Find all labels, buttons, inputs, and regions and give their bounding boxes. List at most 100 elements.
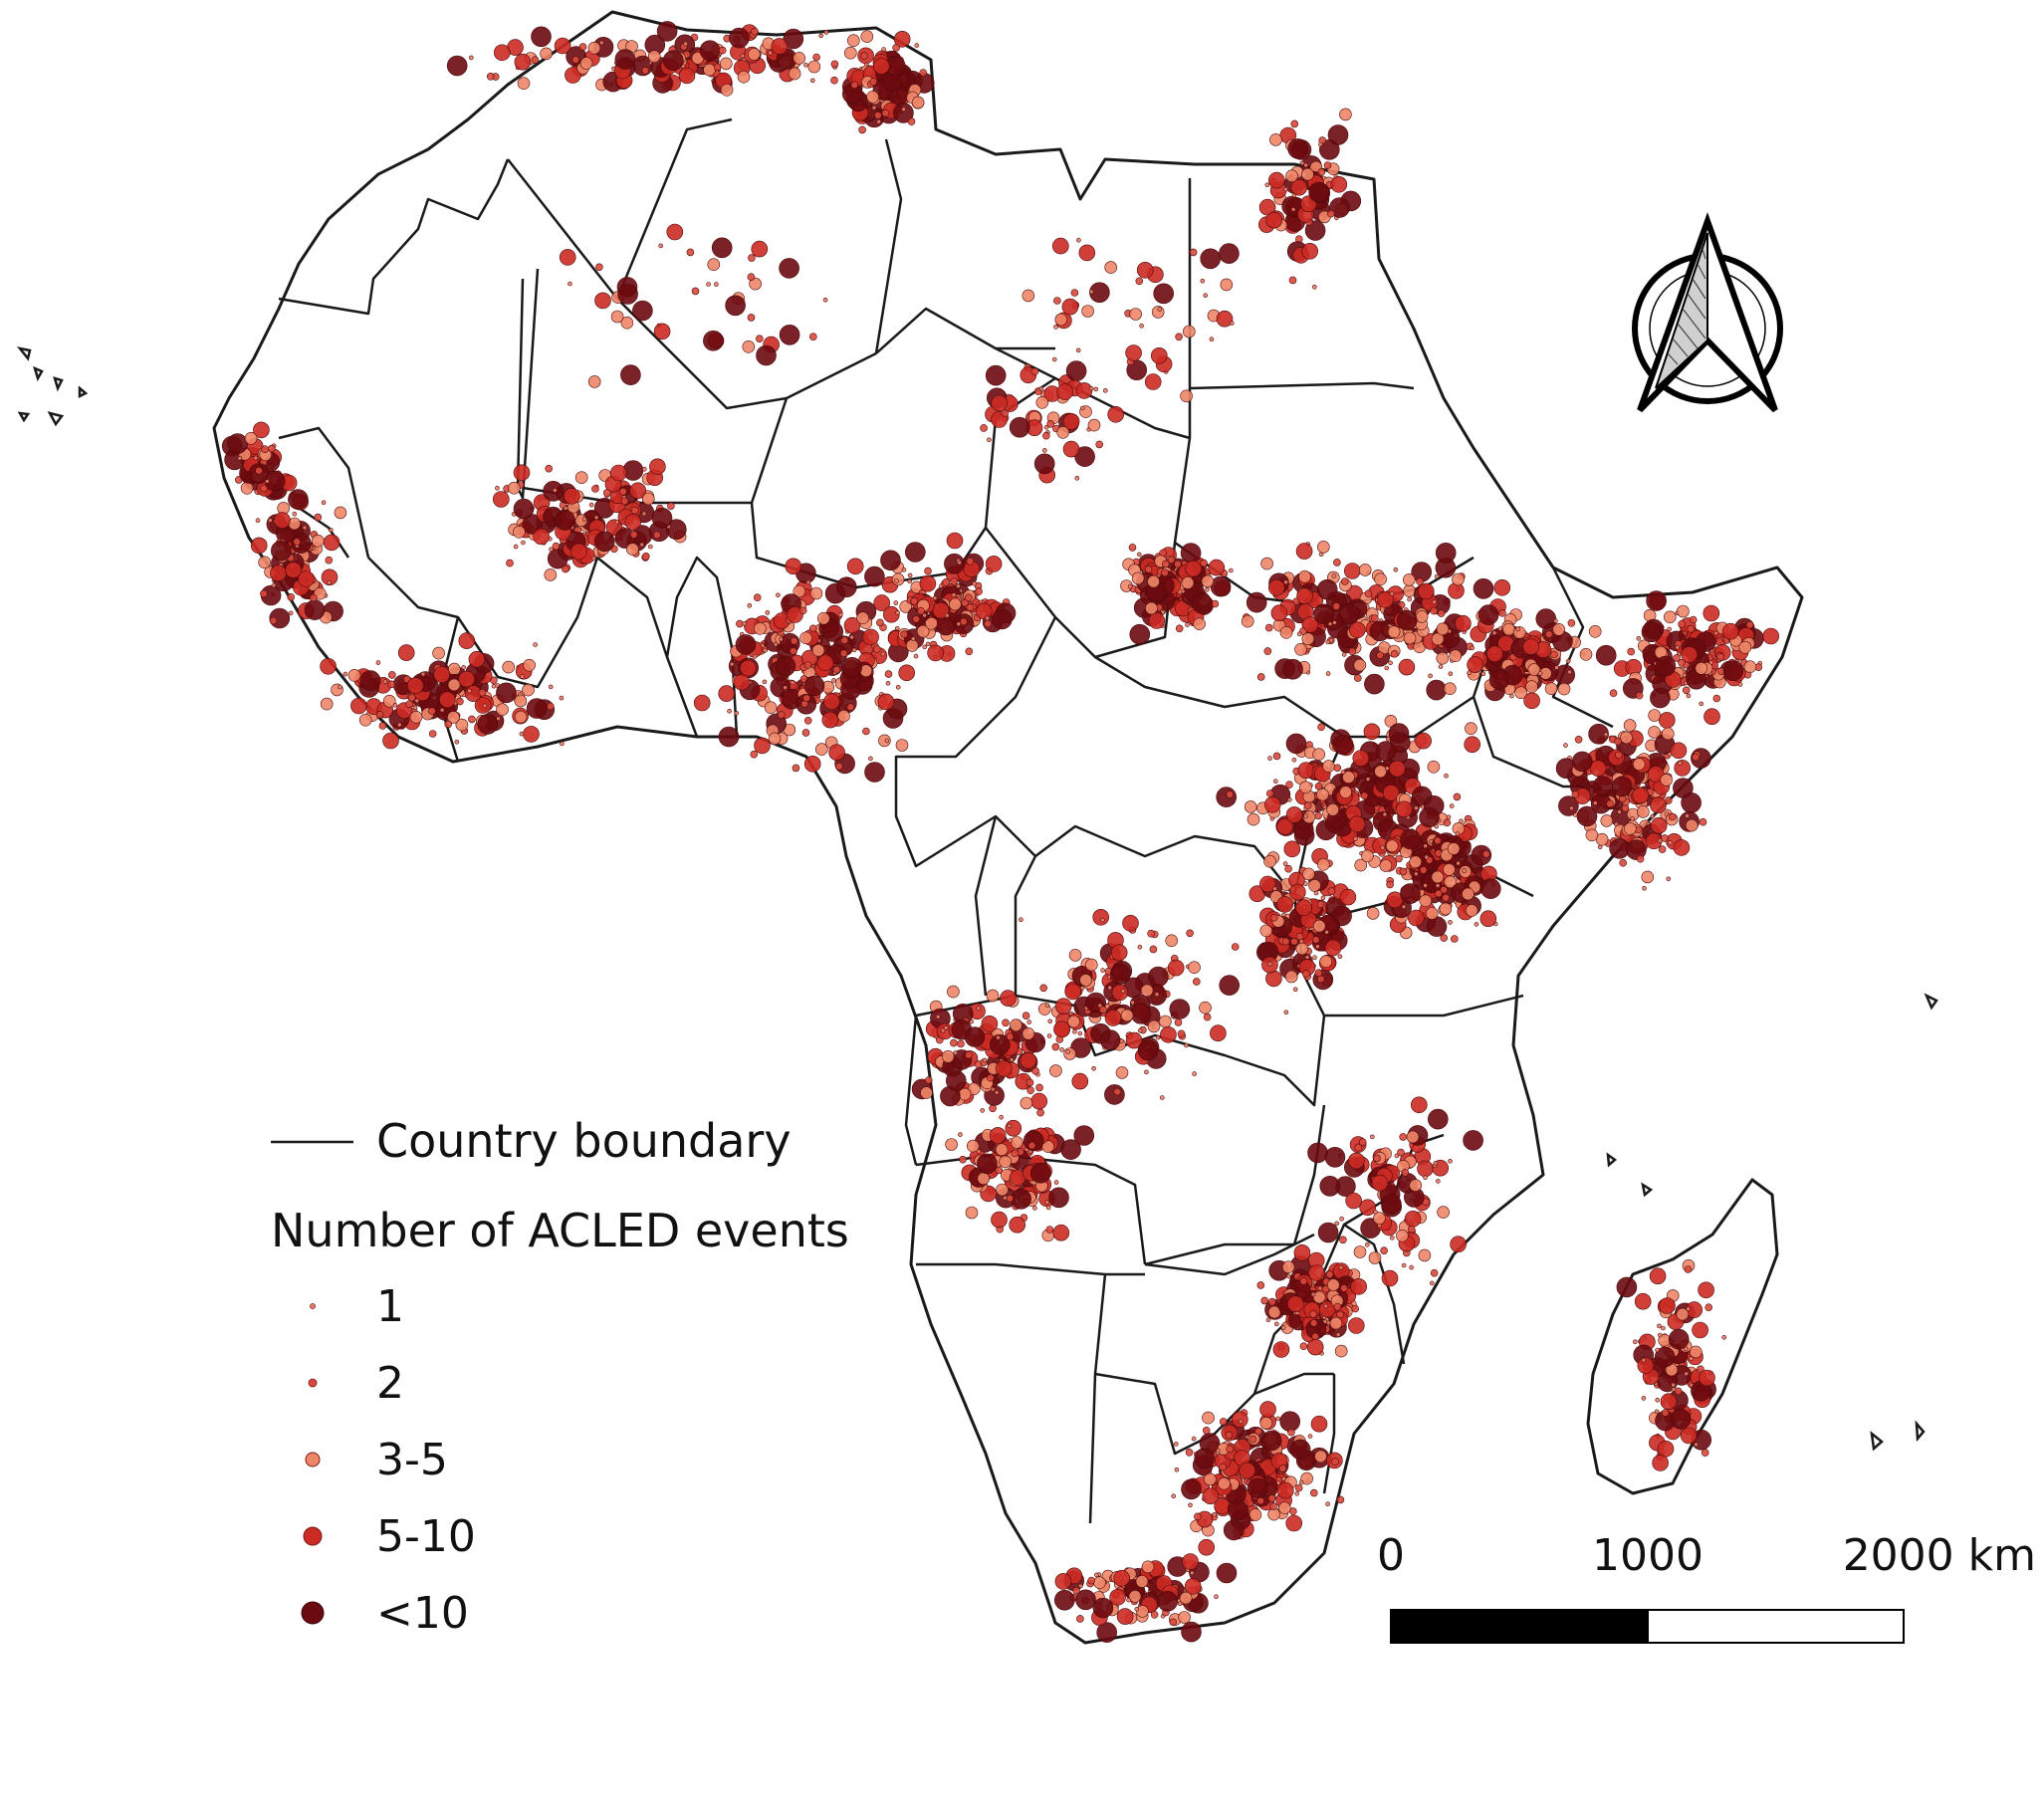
event-dot	[288, 489, 309, 510]
event-dot	[905, 639, 919, 652]
event-dot	[976, 1006, 982, 1012]
event-dot	[513, 498, 535, 520]
event-dot	[1275, 1416, 1280, 1422]
event-dot	[456, 697, 464, 706]
event-dot	[446, 55, 468, 77]
event-dot	[1268, 171, 1285, 189]
event-dot	[1129, 623, 1151, 645]
event-dot	[563, 487, 580, 505]
event-dot	[609, 464, 627, 482]
event-dot	[1153, 283, 1174, 305]
event-dot	[552, 542, 561, 551]
event-dot	[1303, 881, 1308, 887]
event-dot	[1448, 671, 1454, 677]
event-dot	[1314, 969, 1323, 978]
event-dot	[1623, 719, 1637, 732]
event-dot	[1072, 1586, 1080, 1595]
event-dot	[1667, 752, 1673, 757]
event-dot	[467, 688, 472, 694]
event-dot	[1137, 944, 1143, 950]
event-dot	[982, 1057, 988, 1063]
event-dot	[961, 598, 969, 607]
event-dot	[753, 621, 767, 635]
event-dot	[1406, 1130, 1420, 1144]
event-dot	[1658, 845, 1667, 853]
event-dot	[1418, 582, 1435, 600]
event-dot	[420, 671, 426, 677]
event-dot	[907, 572, 913, 578]
event-dot	[1447, 842, 1461, 855]
event-dot	[1471, 844, 1492, 866]
event-dot	[950, 577, 958, 585]
event-dot	[1415, 732, 1432, 750]
event-dot	[478, 688, 487, 697]
event-dot	[1332, 734, 1354, 756]
event-dot	[1022, 1027, 1035, 1040]
event-dot	[1294, 1483, 1303, 1492]
event-dot	[507, 481, 521, 495]
event-dot	[327, 579, 332, 585]
event-dot	[1298, 939, 1304, 944]
event-dot	[1553, 618, 1558, 624]
event-dot	[1670, 742, 1688, 760]
event-dot	[1241, 614, 1254, 628]
event-dot	[1056, 425, 1069, 439]
event-dot	[1295, 942, 1309, 956]
event-dot	[989, 1127, 1007, 1144]
event-dot	[919, 69, 928, 77]
event-dot	[255, 466, 263, 475]
event-dot	[1317, 1285, 1323, 1291]
event-dot	[1307, 1142, 1328, 1164]
event-dot	[1399, 867, 1408, 876]
event-dot	[1325, 671, 1331, 676]
event-dot	[1388, 660, 1393, 666]
event-dot	[1450, 1236, 1467, 1252]
event-dot	[1545, 630, 1553, 638]
event-dot	[1430, 1268, 1439, 1277]
event-dot	[912, 615, 921, 623]
event-dot	[1227, 1499, 1249, 1520]
event-dot	[1324, 939, 1342, 957]
event-dot	[1180, 588, 1186, 594]
event-dot	[1110, 963, 1131, 985]
event-dot	[1047, 1018, 1052, 1024]
event-dot	[1174, 1018, 1183, 1026]
event-dot	[1359, 1199, 1376, 1217]
event-dot	[1488, 669, 1510, 690]
event-dot	[1336, 1495, 1345, 1504]
event-dot	[1186, 929, 1194, 938]
event-dot	[1076, 237, 1081, 243]
event-dot	[1657, 1323, 1662, 1329]
event-dot	[919, 574, 937, 592]
event-dot	[1365, 1242, 1370, 1247]
event-dot	[720, 84, 734, 97]
event-dot	[1414, 871, 1419, 877]
event-dot	[873, 594, 891, 611]
event-dot	[647, 544, 653, 550]
event-dot	[1268, 578, 1285, 596]
event-dot	[1167, 959, 1185, 977]
event-dot	[270, 564, 287, 582]
event-dot	[260, 589, 268, 598]
event-dot	[591, 485, 599, 493]
event-dot	[594, 292, 611, 310]
event-dot	[486, 73, 495, 81]
event-dot	[1144, 373, 1162, 390]
event-dot	[1070, 289, 1079, 297]
event-dot	[1650, 813, 1655, 819]
event-dot	[1325, 1270, 1334, 1278]
event-dot	[803, 716, 812, 725]
event-dot	[764, 701, 778, 715]
event-dot	[1200, 278, 1206, 284]
event-dot	[1403, 584, 1416, 597]
event-dot	[1444, 682, 1457, 696]
event-dot	[927, 644, 944, 662]
event-dot	[711, 237, 733, 259]
event-dot	[1075, 382, 1093, 399]
event-dot	[1060, 1139, 1081, 1160]
event-dot	[587, 375, 601, 388]
event-dot	[1339, 888, 1357, 906]
event-dot	[1081, 305, 1094, 318]
event-dot	[1254, 1427, 1262, 1436]
event-dot	[1080, 405, 1085, 411]
